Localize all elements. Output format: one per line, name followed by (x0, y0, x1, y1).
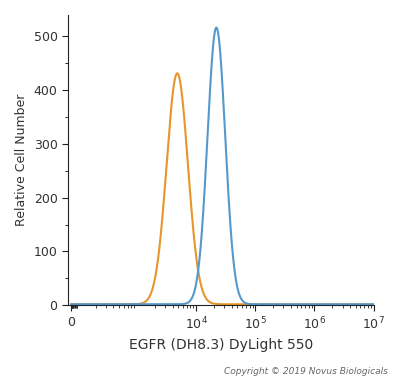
Y-axis label: Relative Cell Number: Relative Cell Number (15, 94, 28, 226)
X-axis label: EGFR (DH8.3) DyLight 550: EGFR (DH8.3) DyLight 550 (129, 338, 313, 352)
Text: Copyright © 2019 Novus Biologicals: Copyright © 2019 Novus Biologicals (224, 367, 388, 376)
